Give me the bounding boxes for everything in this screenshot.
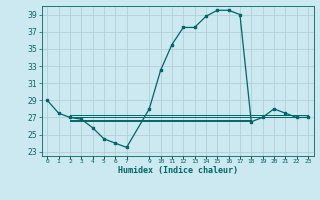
X-axis label: Humidex (Indice chaleur): Humidex (Indice chaleur): [118, 166, 237, 175]
